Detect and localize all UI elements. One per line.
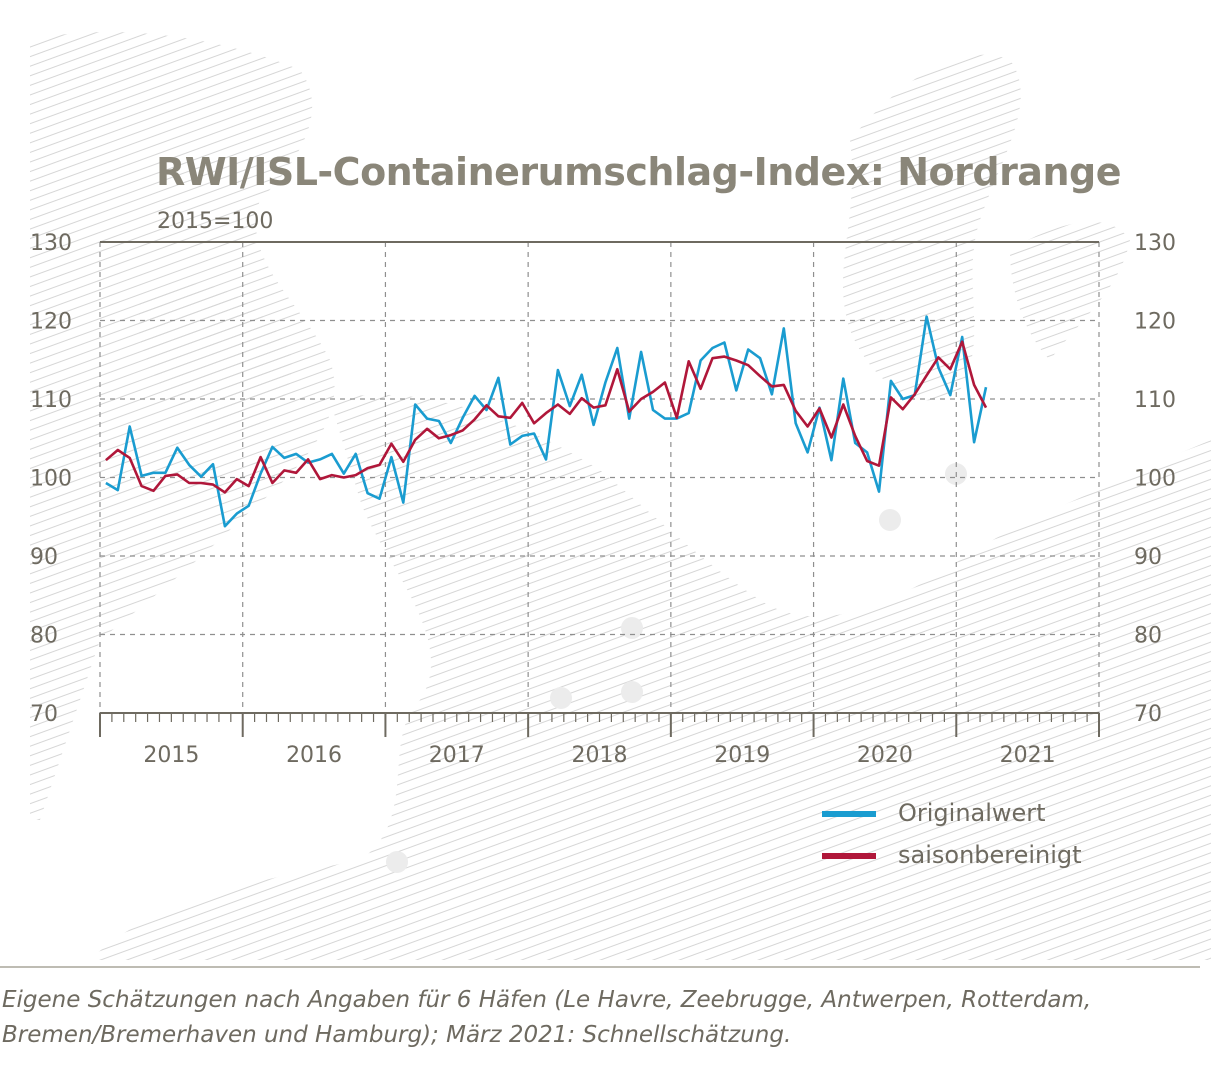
y-tick-label-left: 120 xyxy=(30,310,72,335)
y-tick-label-right: 130 xyxy=(1134,231,1176,256)
legend-swatch-seasonal xyxy=(822,853,876,859)
footnote: Eigene Schätzungen nach Angaben für 6 Hä… xyxy=(2,983,1202,1053)
series-line-seasonal xyxy=(105,340,988,494)
y-tick-label-left: 80 xyxy=(30,624,58,649)
x-tick-label-year: 2018 xyxy=(572,743,628,768)
y-tick-label-left: 100 xyxy=(30,467,72,492)
y-tick-label-right: 80 xyxy=(1134,624,1162,649)
series-line-original xyxy=(105,315,988,528)
legend-swatch-original xyxy=(822,811,876,817)
legend-label-original: Originalwert xyxy=(898,799,1046,827)
y-axis-right: 70 80 90 100 110 120 130 xyxy=(1134,231,1176,727)
chart-title: RWI/ISL-Containerumschlag-Index: Nordran… xyxy=(156,150,1121,194)
gridlines xyxy=(99,242,1100,713)
legend-item-seasonal: saisonbereinigt xyxy=(822,841,1082,869)
x-tick-label-year: 2019 xyxy=(714,743,770,768)
x-axis: 2015 2016 2017 2018 2019 2020 2021 xyxy=(99,713,1100,768)
y-tick-label-right: 120 xyxy=(1134,310,1176,335)
y-tick-label-right: 100 xyxy=(1134,467,1176,492)
y-tick-label-right: 90 xyxy=(1134,545,1162,570)
footnote-line-1: Eigene Schätzungen nach Angaben für 6 Hä… xyxy=(2,987,1092,1013)
y-tick-label-left: 90 xyxy=(30,545,58,570)
y-tick-label-right: 110 xyxy=(1134,388,1176,413)
x-tick-label-year: 2015 xyxy=(143,743,199,768)
y-tick-label-left: 130 xyxy=(30,231,72,256)
background-dots xyxy=(386,463,967,873)
y-tick-label-left: 110 xyxy=(30,388,72,413)
x-tick-label-year: 2017 xyxy=(429,743,485,768)
y-axis-left: 70 80 90 100 110 120 130 xyxy=(30,231,72,727)
y-tick-label-right: 70 xyxy=(1134,702,1162,727)
x-tick-label-year: 2021 xyxy=(1000,743,1056,768)
footnote-line-2: Bremen/Bremerhaven und Hamburg); März 20… xyxy=(2,1022,792,1048)
x-tick-label-year: 2020 xyxy=(857,743,913,768)
x-tick-label-year: 2016 xyxy=(286,743,342,768)
y-tick-label-left: 70 xyxy=(30,702,58,727)
chart-subtitle: 2015=100 xyxy=(157,209,274,234)
legend-label-seasonal: saisonbereinigt xyxy=(898,841,1082,869)
legend-item-original: Originalwert xyxy=(822,799,1046,827)
series-lines xyxy=(105,315,988,528)
